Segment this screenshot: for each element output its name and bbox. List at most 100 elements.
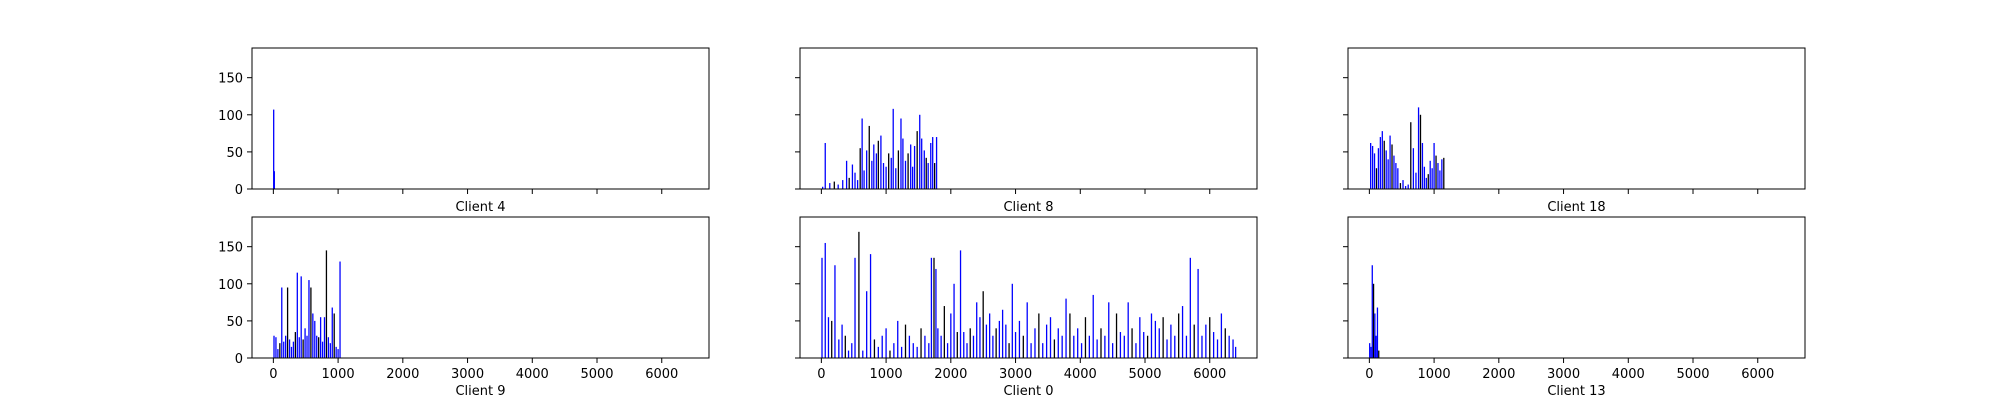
bar [1378, 350, 1380, 358]
bar [1166, 339, 1168, 358]
bar [306, 335, 308, 358]
bar [1061, 335, 1063, 358]
bar [900, 346, 903, 358]
x-tick-label: 3000 [1547, 367, 1580, 382]
bar [851, 164, 854, 189]
bar [323, 317, 326, 358]
bar [1080, 343, 1083, 358]
bar [319, 317, 322, 358]
bar [1014, 332, 1017, 358]
bar [953, 283, 955, 358]
bar [316, 335, 318, 358]
bar [1197, 268, 1199, 358]
bar [304, 328, 306, 358]
bar [1395, 163, 1397, 189]
bar [911, 166, 914, 189]
bar [1393, 155, 1395, 189]
bar [834, 265, 836, 358]
bar [908, 335, 911, 358]
bar [1123, 335, 1125, 358]
bar [930, 142, 932, 189]
bar [1022, 335, 1024, 358]
x-tick-label: 4000 [1612, 367, 1645, 382]
bar [885, 166, 887, 189]
x-axis-label: Client 18 [1547, 200, 1605, 215]
bar [1181, 306, 1184, 358]
bar [273, 171, 275, 189]
bar [1369, 343, 1371, 358]
plot-frame [1347, 47, 1806, 190]
bar [298, 337, 300, 358]
bar [1433, 142, 1435, 189]
bar [273, 335, 275, 358]
bar [1220, 313, 1223, 358]
bar [824, 142, 826, 189]
bar [337, 349, 339, 358]
bar [314, 320, 316, 358]
bar [935, 268, 937, 358]
bar [933, 257, 935, 358]
bar [871, 160, 873, 189]
bar [1150, 313, 1153, 358]
bar [308, 280, 310, 358]
bar [1092, 294, 1094, 358]
bar [1402, 180, 1404, 189]
bar [992, 335, 994, 358]
bar [1088, 335, 1090, 358]
x-tick-label: 2000 [934, 367, 967, 382]
bar [1115, 313, 1118, 358]
bar [283, 341, 285, 358]
bar [1112, 343, 1114, 358]
bar [1228, 335, 1230, 358]
bar [890, 157, 892, 189]
bar [1018, 320, 1021, 358]
x-axis-label: Client 9 [455, 384, 505, 399]
bar [897, 150, 900, 189]
y-tick-label: 100 [218, 278, 243, 293]
bar [1371, 145, 1374, 189]
bar [882, 163, 885, 189]
subplot-3: Client 18 [1343, 47, 1806, 215]
bar [1205, 324, 1207, 358]
bar [979, 317, 981, 358]
x-axis-label: Client 4 [455, 200, 505, 215]
bar [1427, 174, 1429, 189]
bar [889, 350, 891, 358]
y-tick-label: 50 [226, 146, 243, 161]
bar [856, 180, 859, 189]
bar [331, 307, 333, 358]
bar [281, 287, 283, 358]
bar [1057, 328, 1059, 358]
bar [1026, 302, 1028, 358]
bar [1104, 335, 1106, 358]
bar [972, 335, 975, 358]
x-tick-label: 1000 [870, 367, 903, 382]
bar [1441, 159, 1443, 189]
bar [1437, 163, 1439, 189]
bar [928, 343, 930, 358]
bar [950, 313, 952, 358]
bar [838, 339, 840, 358]
bar [1425, 177, 1427, 189]
bar [902, 138, 904, 189]
bar [893, 343, 895, 358]
bar [1096, 339, 1098, 358]
bar [943, 306, 945, 358]
bar [904, 160, 907, 189]
bar [933, 163, 936, 189]
bar [833, 181, 835, 189]
x-tick-label: 5000 [1128, 367, 1161, 382]
bar [1069, 313, 1071, 358]
bar [1232, 339, 1234, 358]
bar [1119, 332, 1122, 358]
bar [821, 257, 823, 358]
bar [294, 332, 297, 358]
bar [1139, 317, 1141, 358]
bar [946, 343, 949, 358]
bar [877, 346, 879, 358]
bar [1108, 302, 1110, 358]
bar [318, 337, 320, 358]
bar [1397, 168, 1399, 189]
y-tick-label: 0 [235, 352, 243, 367]
bar [866, 291, 868, 358]
